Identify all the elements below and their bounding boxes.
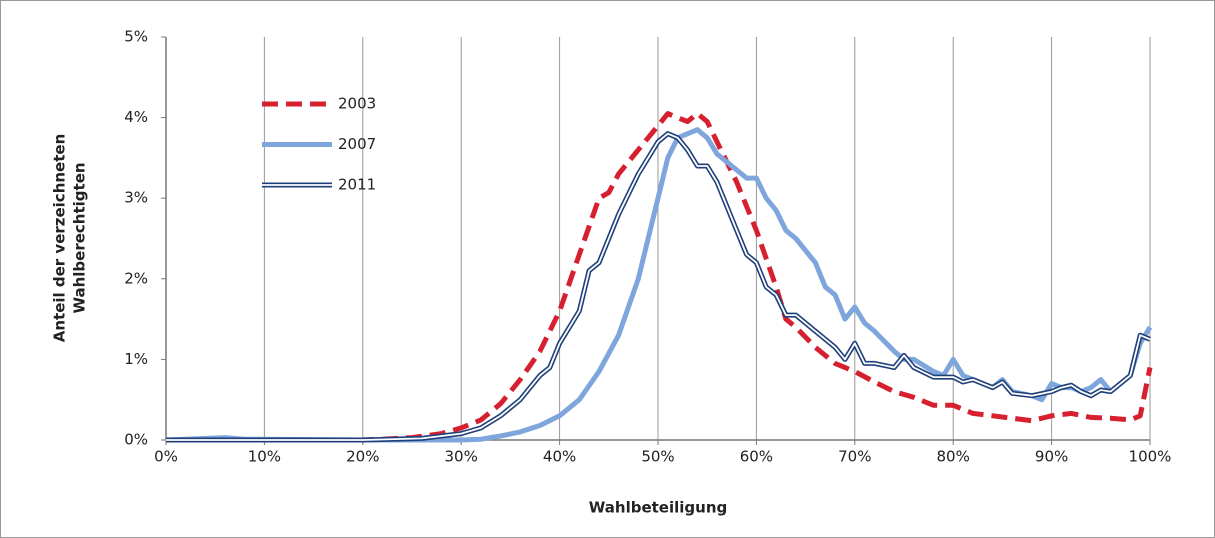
- x-tick-label: 70%: [838, 448, 871, 466]
- x-tick-label: 0%: [154, 448, 178, 466]
- y-tick-label: 5%: [124, 28, 148, 46]
- y-tick-label: 3%: [124, 189, 148, 207]
- y-axis-label-group: Anteil der verzeichneten Wahlberechtigte…: [51, 134, 89, 343]
- legend-label: 2003: [338, 95, 376, 113]
- y-tick-label: 1%: [124, 350, 148, 368]
- series-line-inner: [166, 132, 1151, 441]
- x-tick-label: 80%: [937, 448, 970, 466]
- x-tick-label: 10%: [248, 448, 281, 466]
- y-tick-label: 0%: [124, 431, 148, 449]
- y-tick-label: 2%: [124, 269, 148, 287]
- x-tick-label: 90%: [1035, 448, 1068, 466]
- x-tick-label: 100%: [1129, 448, 1172, 466]
- x-axis-label: Wahlbeteiligung: [589, 499, 727, 517]
- legend-label: 2011: [338, 176, 376, 194]
- y-axis-label: Wahlberechtigten: [71, 162, 89, 313]
- y-tick-label: 4%: [124, 108, 148, 126]
- x-tick-label: 30%: [445, 448, 478, 466]
- x-tick-label: 20%: [346, 448, 379, 466]
- x-tick-label: 50%: [641, 448, 674, 466]
- legend-label: 2007: [338, 135, 376, 153]
- y-axis-label: Anteil der verzeichneten: [51, 134, 69, 343]
- x-tick-label: 60%: [740, 448, 773, 466]
- series-line: [165, 127, 1153, 443]
- x-tick-label: 40%: [543, 448, 576, 466]
